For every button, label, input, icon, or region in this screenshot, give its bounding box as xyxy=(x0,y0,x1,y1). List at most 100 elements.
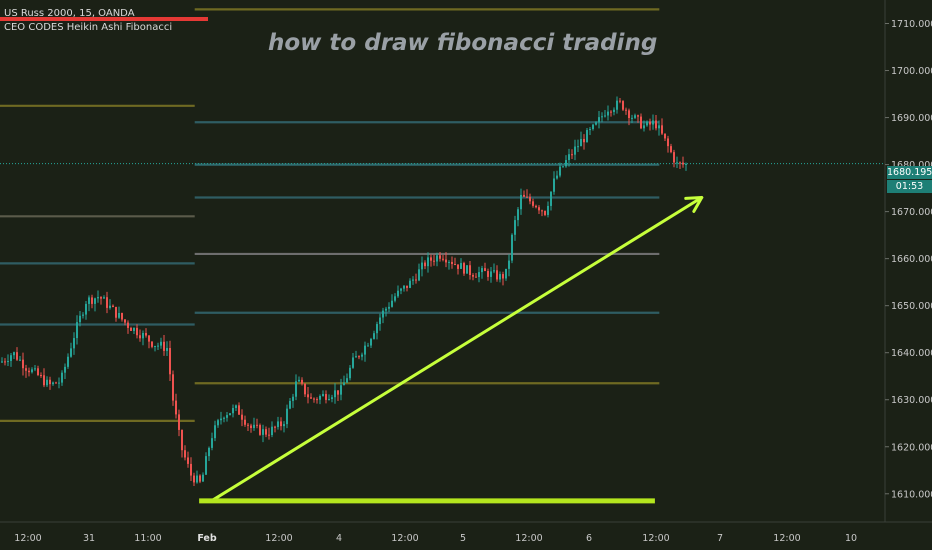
candle-body-131 xyxy=(394,296,396,301)
candle-body-88 xyxy=(265,429,267,435)
candle-body-27 xyxy=(82,314,84,316)
candle-body-116 xyxy=(349,367,351,379)
candle-body-54 xyxy=(163,341,165,351)
candle-body-179 xyxy=(538,207,540,211)
price-tick-label: 1630.000 xyxy=(891,395,932,406)
candle-body-83 xyxy=(250,425,252,429)
candle-body-168 xyxy=(505,268,507,279)
candle-body-70 xyxy=(211,438,213,448)
candle-body-50 xyxy=(151,341,153,347)
candle-body-109 xyxy=(328,398,330,400)
candle-body-26 xyxy=(79,315,81,323)
candle-body-186 xyxy=(559,166,561,176)
candle-body-38 xyxy=(115,306,117,318)
candle-body-45 xyxy=(136,327,138,336)
candle-body-3 xyxy=(10,355,12,361)
candle-body-104 xyxy=(313,398,315,400)
candle-body-125 xyxy=(376,324,378,334)
candle-body-195 xyxy=(586,130,588,143)
candle-body-134 xyxy=(403,285,405,289)
time-tick-label: 12:00 xyxy=(773,533,800,544)
candle-body-155 xyxy=(466,265,468,274)
price-tick-label: 1670.000 xyxy=(891,207,932,218)
candle-body-136 xyxy=(409,280,411,288)
candle-body-188 xyxy=(565,160,567,167)
candle-body-17 xyxy=(52,382,54,385)
candle-body-23 xyxy=(70,348,72,357)
candle-body-192 xyxy=(577,146,579,148)
candle-body-146 xyxy=(439,255,441,259)
candle-body-80 xyxy=(241,414,243,420)
candle-body-25 xyxy=(76,322,78,339)
candle-body-44 xyxy=(133,327,135,331)
candle-body-53 xyxy=(160,341,162,346)
candle-body-113 xyxy=(340,385,342,395)
candle-body-96 xyxy=(289,400,291,409)
candle-body-140 xyxy=(421,262,423,270)
candle-body-10 xyxy=(31,369,33,373)
candle-body-172 xyxy=(517,209,519,221)
candle-body-212 xyxy=(637,115,639,117)
candle-body-210 xyxy=(631,117,633,119)
price-axis[interactable]: 1710.000 1700.000 1690.000 1680.000 1670.000… xyxy=(885,19,932,500)
candle-body-141 xyxy=(424,262,426,267)
candle-body-201 xyxy=(604,115,606,117)
candle-body-218 xyxy=(655,120,657,129)
candle-body-21 xyxy=(64,366,66,373)
candle-body-60 xyxy=(181,429,183,451)
candle-body-111 xyxy=(334,390,336,398)
time-tick-label: 12:00 xyxy=(265,533,292,544)
candle-body-62 xyxy=(187,457,189,464)
candle-body-22 xyxy=(67,356,69,367)
candle-body-81 xyxy=(244,419,246,425)
candle-body-92 xyxy=(277,421,279,428)
candle-body-57 xyxy=(172,374,174,401)
candle-body-123 xyxy=(370,338,372,346)
candle-body-217 xyxy=(652,120,654,125)
candle-body-120 xyxy=(361,354,363,357)
candle-body-34 xyxy=(103,297,105,299)
fibonacci-levels xyxy=(0,8,885,422)
candle-body-103 xyxy=(310,397,312,399)
candle-body-35 xyxy=(106,297,108,308)
candle-body-153 xyxy=(460,263,462,269)
candle-body-207 xyxy=(622,101,624,110)
time-tick-label: Feb xyxy=(197,533,217,544)
candle-body-156 xyxy=(469,265,471,275)
candle-body-208 xyxy=(625,109,627,111)
symbol-legend[interactable]: US Russ 2000, 15, OANDA xyxy=(4,8,135,19)
price-tick-label: 1700.000 xyxy=(891,66,932,77)
candle-body-226 xyxy=(679,162,681,164)
candle-body-148 xyxy=(445,259,447,263)
candle-body-143 xyxy=(430,257,432,261)
time-tick-label: 6 xyxy=(586,533,592,544)
price-tick-label: 1690.000 xyxy=(891,113,932,124)
candle-body-163 xyxy=(490,271,492,277)
candle-body-7 xyxy=(22,359,24,369)
candle-body-59 xyxy=(178,414,180,430)
time-axis[interactable]: 12:00 31 11:00 Feb 12:00 4 12:00 5 12:00 6 12:00 7 1… xyxy=(14,533,857,544)
price-tick-label: 1610.000 xyxy=(891,489,932,500)
candle-body-8 xyxy=(25,368,27,371)
time-tick-label: 5 xyxy=(460,533,466,544)
current-price-badge: 1680.195 xyxy=(887,166,932,179)
trend-arrow-head xyxy=(684,196,704,213)
candle-body-6 xyxy=(19,359,21,361)
candle-body-86 xyxy=(259,425,261,435)
candle-body-191 xyxy=(574,146,576,155)
price-tick-label: 1620.000 xyxy=(891,442,932,453)
candle-body-184 xyxy=(553,178,555,192)
candle-body-175 xyxy=(526,196,528,198)
candle-body-18 xyxy=(55,382,57,384)
candle-body-73 xyxy=(220,418,222,421)
candle-body-69 xyxy=(208,447,210,457)
time-tick-label: 4 xyxy=(336,533,342,544)
candle-body-164 xyxy=(493,270,495,272)
candle-body-56 xyxy=(169,348,171,375)
candle-body-118 xyxy=(355,356,357,358)
candle-body-30 xyxy=(91,297,93,304)
indicator-legend[interactable]: CEO CODES Heikin Ashi Fibonacci xyxy=(4,22,173,33)
candle-body-138 xyxy=(415,279,417,281)
